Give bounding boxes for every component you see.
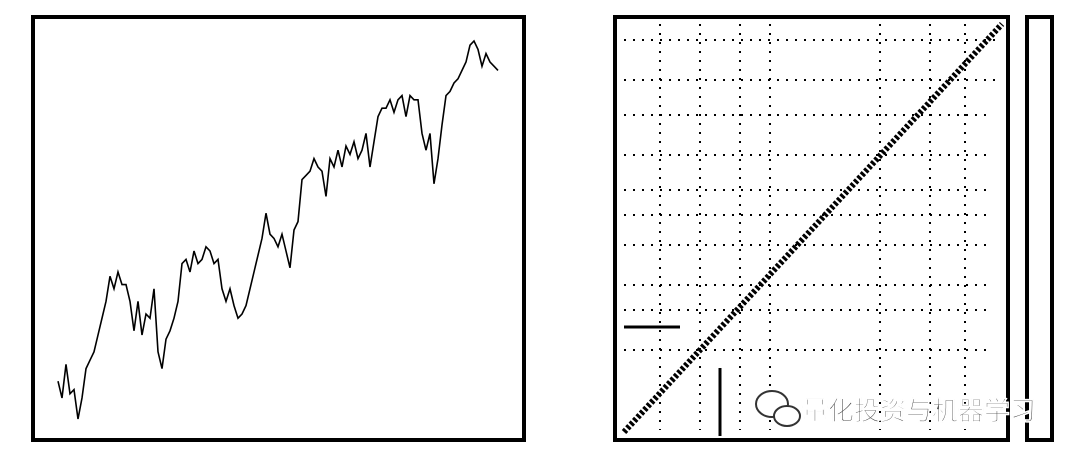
watermark-icon [755, 390, 801, 427]
watermark: 量化投资与机器学习 [802, 396, 1036, 427]
price-line [57, 39, 499, 420]
matrix-texture [621, 21, 1005, 436]
left-panel [31, 15, 526, 442]
colorbar [1025, 15, 1054, 442]
matrix-panel [613, 15, 1010, 442]
matrix-diagonal [621, 21, 1005, 435]
